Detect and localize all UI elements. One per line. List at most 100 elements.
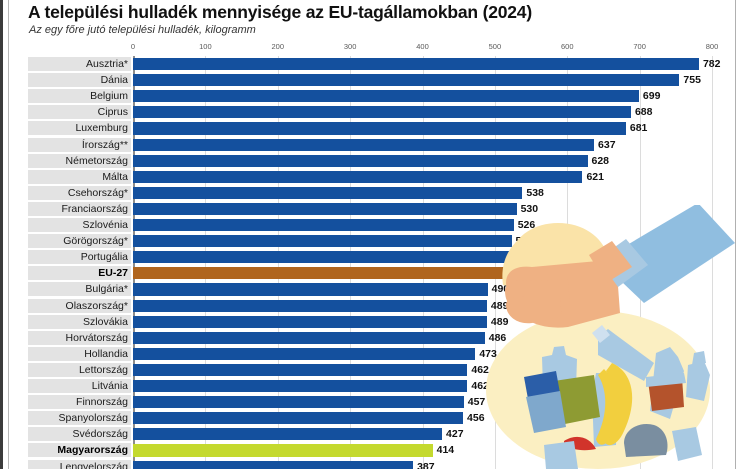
bar-value-label: 427 — [446, 428, 464, 441]
bar-value-label: 681 — [629, 122, 648, 135]
x-axis-tick-200: 200 — [271, 42, 285, 51]
category-label: Horvátország — [65, 331, 128, 344]
category-label: Finnország — [76, 396, 128, 409]
category-label-band — [28, 314, 131, 329]
category-label: Csehország* — [67, 186, 128, 199]
bar-value-label: 489 — [490, 299, 509, 312]
category-label-band — [28, 185, 131, 200]
category-label: EU-27 — [98, 267, 128, 280]
category-label-band — [28, 201, 131, 216]
chart-row: Horvátország 486 — [0, 330, 750, 346]
bar — [133, 154, 588, 167]
category-label-band — [28, 282, 131, 297]
chart-row: Olaszország* 489 — [0, 298, 750, 314]
category-label-band — [28, 395, 131, 410]
category-label: Lettország — [78, 363, 128, 376]
bar-value-label: 462 — [471, 363, 489, 376]
category-label: Németország — [65, 154, 128, 167]
category-label-band — [28, 362, 131, 377]
bar — [133, 331, 485, 344]
chart-row: Szlovénia 526 — [0, 217, 750, 233]
chart-row: Luxemburg 681 — [0, 120, 750, 136]
bar-value-label: 414 — [436, 444, 455, 457]
x-axis-tick-300: 300 — [343, 42, 357, 51]
x-axis-tick-400: 400 — [416, 42, 429, 51]
chart-row: Lettország 462 — [0, 362, 750, 378]
category-label-band — [28, 411, 131, 426]
chart-row: Belgium 699 — [0, 88, 750, 104]
x-axis-tick-100: 100 — [199, 42, 212, 51]
bar-value-label: 517 — [511, 267, 529, 280]
category-label-band — [28, 121, 131, 136]
bar — [133, 283, 488, 296]
chart-row: Görögország* 523 — [0, 233, 750, 249]
chart-row: Málta 621 — [0, 169, 750, 185]
bar — [133, 106, 631, 119]
category-label-band — [28, 379, 131, 393]
category-label: Málta — [102, 170, 128, 183]
bar — [133, 235, 512, 248]
bar — [133, 122, 626, 135]
category-label: Dánia — [100, 74, 128, 87]
category-label: Ciprus — [97, 106, 128, 119]
bar — [133, 267, 508, 280]
category-label-band — [28, 105, 131, 120]
chart-row: Hollandia 473 — [0, 346, 750, 362]
bar — [133, 380, 468, 393]
bar-value-label: 755 — [683, 74, 701, 87]
bar-value-label: 628 — [591, 154, 610, 167]
category-label: Portugália — [80, 251, 128, 264]
bar-value-label: 782 — [702, 58, 721, 70]
chart-row: Franciaország 530 — [0, 201, 750, 217]
bar — [133, 58, 699, 71]
category-label: Spanyolország — [58, 412, 128, 425]
chart-row: Lengyelország 387 — [0, 459, 750, 469]
bar — [133, 444, 433, 457]
category-label: Szlovénia — [82, 219, 128, 231]
bar-value-label: 489 — [490, 315, 509, 328]
category-label-band — [28, 298, 131, 313]
bar-value-label: 530 — [520, 202, 539, 215]
page-title: A települési hulladék mennyisége az EU-t… — [28, 2, 532, 22]
chart-row: Németország 628 — [0, 153, 750, 169]
category-label: Olaszország* — [65, 299, 128, 312]
category-label: Szlovákia — [83, 315, 128, 328]
right-border-edge — [745, 0, 750, 469]
category-label: Írország** — [81, 138, 128, 151]
chart-row: Dánia 755 — [0, 72, 750, 88]
chart-row: EU-27 517 — [0, 265, 750, 281]
category-label: Luxemburg — [75, 122, 128, 135]
bar — [133, 202, 517, 216]
bar — [133, 138, 595, 151]
category-label: Franciaország — [61, 202, 128, 215]
chart-row: Svédország 427 — [0, 426, 750, 442]
bar — [133, 396, 464, 409]
right-border-thin — [735, 0, 736, 469]
bar-value-label: 457 — [467, 396, 486, 409]
category-label: Svédország — [72, 428, 128, 441]
left-border-dark — [0, 0, 3, 469]
bar-value-label: 456 — [467, 412, 485, 425]
chart-row: Litvánia 462 — [0, 378, 750, 394]
bar — [133, 428, 443, 441]
chart-row: Magyarország 414 — [0, 442, 750, 458]
category-label-band — [28, 346, 131, 361]
bar-value-label: 699 — [642, 90, 661, 103]
bar — [133, 251, 509, 264]
category-label: Magyarország — [57, 444, 128, 457]
chart-row: Ausztria* 782 — [0, 56, 750, 72]
category-label-band — [28, 234, 131, 249]
x-axis-tick-800: 800 — [705, 42, 719, 51]
bar — [133, 90, 639, 103]
bar — [133, 186, 523, 199]
category-label-band — [28, 266, 131, 281]
x-axis-tick-600: 600 — [560, 42, 574, 51]
bar-value-label: 462 — [471, 380, 489, 392]
category-label-band — [28, 459, 131, 469]
bar-value-label: 519 — [512, 251, 531, 264]
bar-value-label: 523 — [515, 235, 534, 248]
chart-row: Csehország* 538 — [0, 185, 750, 201]
bar-value-label: 486 — [488, 331, 507, 344]
x-axis-tick-0: 0 — [130, 42, 136, 51]
bar — [133, 315, 487, 328]
